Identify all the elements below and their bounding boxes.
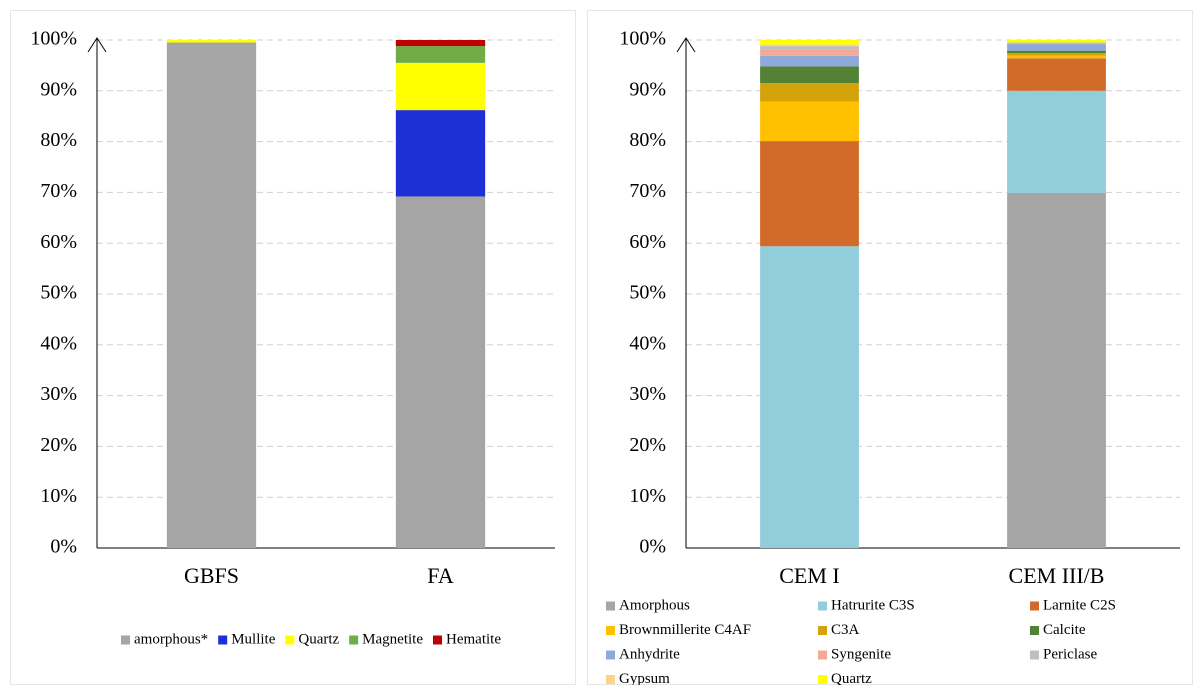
legend-label: Brownmillerite C4AF [619, 622, 751, 638]
legend-swatch [818, 601, 827, 611]
legend-label: Syngenite [831, 646, 891, 662]
bar-segment [760, 55, 859, 67]
bar-segment [760, 66, 859, 84]
legend-label: Quartz [298, 631, 339, 647]
x-tick-label: CEM I [779, 563, 840, 588]
y-tick-label: 40% [40, 332, 77, 354]
legend-label: Mullite [231, 631, 276, 647]
y-tick-label: 20% [629, 434, 666, 456]
legend-swatch [606, 650, 615, 660]
legend-label: Hematite [446, 631, 501, 647]
legend-swatch [218, 635, 228, 645]
bar-segment [1007, 42, 1106, 45]
legend-swatch [818, 650, 827, 660]
y-tick-label: 50% [629, 282, 666, 304]
y-tick-label: 70% [629, 180, 666, 202]
y-tick-label: 70% [40, 180, 77, 202]
legend-label: Quartz [831, 671, 872, 685]
bar-segment [760, 49, 859, 56]
legend-swatch [433, 635, 442, 645]
legend-label: Amorphous [619, 597, 690, 613]
legend-label: Larnite C2S [1043, 597, 1116, 613]
bar-segment [1007, 50, 1106, 54]
panel-frame [10, 10, 576, 685]
bar-segment [1007, 53, 1106, 56]
bar-segment [395, 110, 486, 197]
x-tick-label: CEM III/B [1009, 563, 1105, 588]
bar-segment [760, 46, 859, 50]
bar-segment [1007, 44, 1106, 51]
legend-swatch [1030, 626, 1039, 635]
bar-segment [760, 141, 859, 247]
legend-swatch [606, 601, 615, 611]
y-tick-label: 100% [619, 28, 666, 50]
y-tick-label: 100% [30, 28, 77, 50]
bar-segment [395, 196, 486, 549]
bar-segment [395, 62, 486, 111]
y-tick-label: 90% [629, 78, 666, 100]
y-tick-label: 60% [629, 231, 666, 253]
bar-segment [166, 42, 257, 548]
legend-label: Periclase [1043, 646, 1097, 662]
legend-label: Hatrurite C3S [831, 597, 915, 613]
legend-label: Anhydrite [619, 646, 680, 662]
bar-segment [1007, 90, 1106, 193]
y-tick-label: 80% [40, 129, 77, 151]
y-tick-label: 80% [629, 129, 666, 151]
bar-segment [1007, 55, 1106, 59]
legend-label: Calcite [1043, 622, 1086, 638]
bar-segment [760, 246, 859, 549]
y-tick-label: 30% [629, 383, 666, 405]
bar-segment [166, 40, 257, 43]
legend-swatch [1030, 650, 1039, 660]
legend-swatch [818, 675, 827, 684]
x-tick-label: GBFS [184, 563, 239, 588]
legend-swatch [121, 635, 131, 645]
y-tick-label: 0% [639, 536, 666, 558]
bar-segment [760, 40, 859, 45]
bar-segment [1007, 58, 1106, 91]
legend-swatch [285, 635, 295, 645]
bar-segment [395, 40, 486, 47]
legend-label: Magnetite [362, 631, 423, 647]
legend-swatch [606, 626, 615, 635]
legend-swatch [349, 635, 359, 645]
y-tick-label: 0% [50, 536, 77, 558]
legend-label: Gypsum [619, 671, 670, 685]
y-tick-label: 10% [629, 485, 666, 507]
bar-segment [1007, 192, 1106, 548]
bar-segment [760, 83, 859, 102]
legend-swatch [1030, 601, 1039, 611]
y-tick-label: 50% [40, 282, 77, 304]
y-tick-label: 90% [40, 78, 77, 100]
legend-label: amorphous* [134, 631, 208, 647]
legend-swatch [606, 675, 615, 684]
y-tick-label: 20% [40, 434, 77, 456]
y-tick-label: 10% [40, 485, 77, 507]
axis-arrow [676, 37, 696, 53]
legend-label: C3A [831, 622, 860, 638]
bar-segment [760, 44, 859, 47]
bar-segment [760, 101, 859, 142]
y-tick-label: 60% [40, 231, 77, 253]
y-tick-label: 40% [629, 332, 666, 354]
y-tick-label: 30% [40, 383, 77, 405]
axis-arrow [87, 37, 107, 53]
legend-swatch [818, 626, 827, 635]
bar-segment [1007, 40, 1106, 43]
x-tick-label: FA [427, 563, 454, 588]
bar-segment [395, 46, 486, 63]
